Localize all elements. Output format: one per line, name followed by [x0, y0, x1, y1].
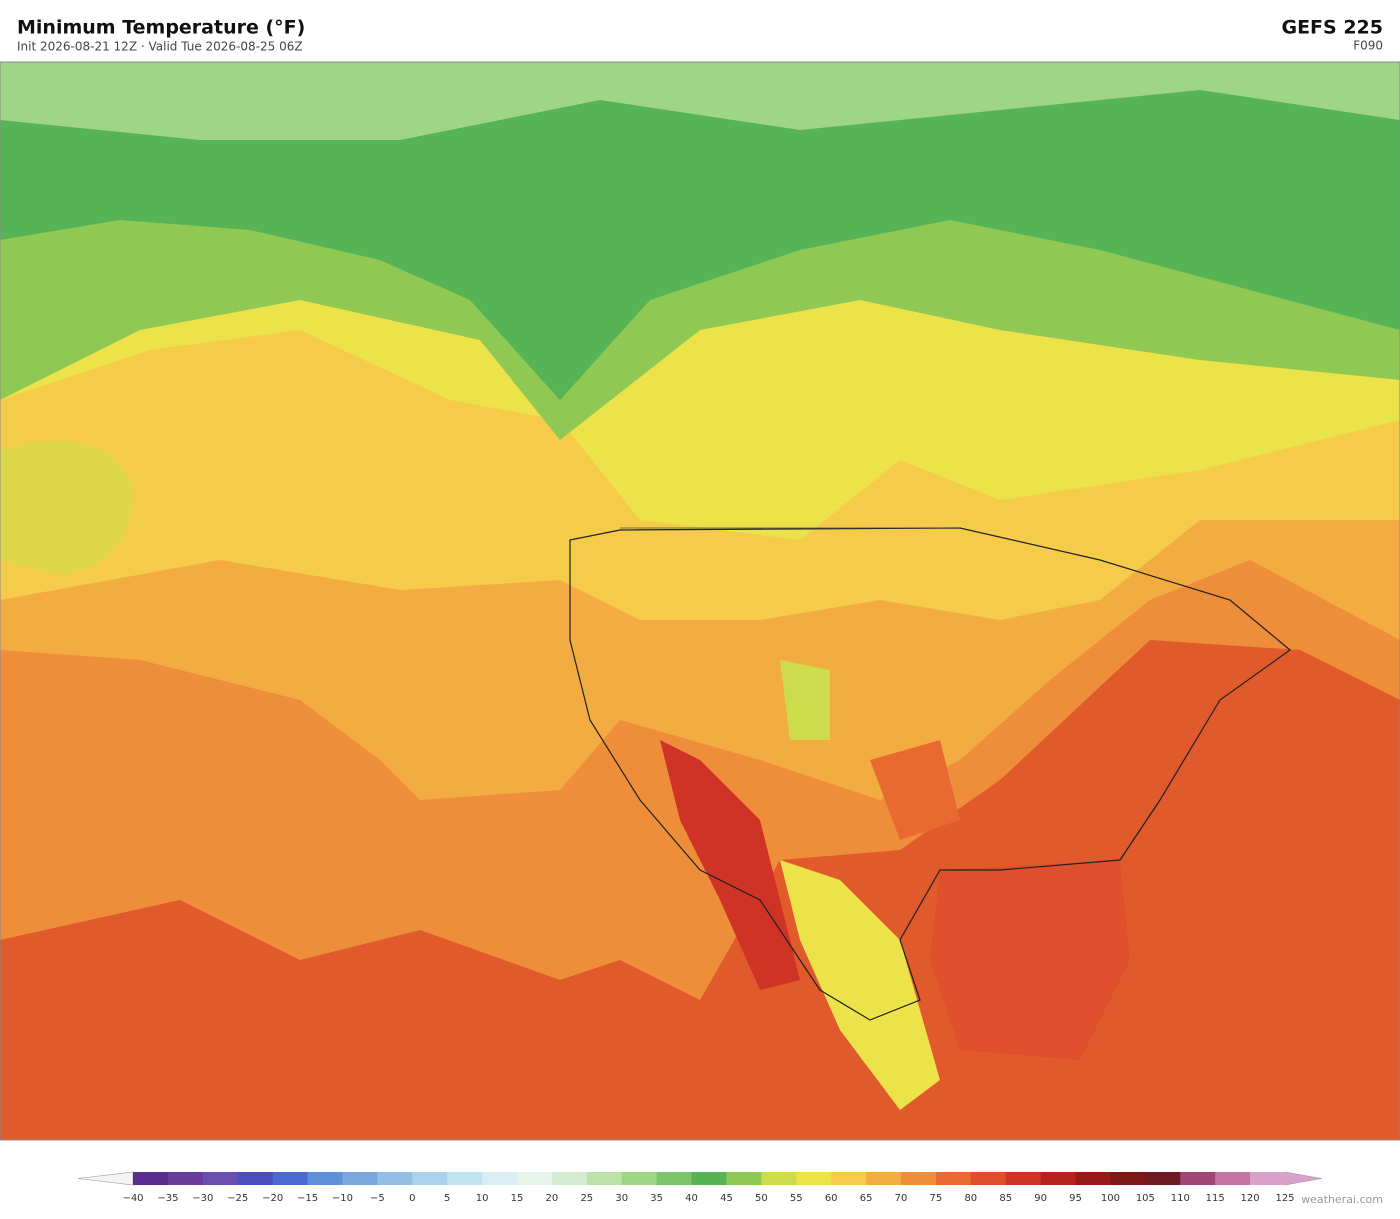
colorbar-tick-label: 90 [1034, 1193, 1047, 1204]
colorbar-tick-label: 100 [1101, 1193, 1120, 1204]
map [0, 61, 1400, 1141]
colorbar-bin [1005, 1172, 1042, 1185]
colorbar-bin [761, 1172, 797, 1185]
colorbar: −40 −35 −30 −25 −20 −15 −10 −5 0 5 10 15 20 25 30 35 40 4… [77, 1171, 1323, 1204]
colorbar-under [77, 1171, 134, 1186]
colorbar-tick-label: 125 [1275, 1193, 1294, 1204]
colorbar-tick-label: 115 [1206, 1193, 1225, 1204]
colorbar-tick-label: 35 [650, 1193, 663, 1204]
colorbar-over [1284, 1171, 1323, 1186]
colorbar-tick-label: 15 [511, 1193, 524, 1204]
colorbar-tick-label: −15 [297, 1193, 318, 1204]
credit: weatherai.com [1301, 1193, 1383, 1206]
colorbar-tick-label: 0 [409, 1193, 415, 1204]
colorbar-bin [1250, 1172, 1286, 1185]
colorbar-bin [621, 1172, 658, 1185]
colorbar-bin [272, 1172, 309, 1185]
colorbar-bin [202, 1172, 239, 1185]
colorbar-bin [307, 1172, 343, 1185]
colorbar-bin [831, 1172, 867, 1185]
colorbar-bin [656, 1172, 693, 1185]
colorbar-tick-label: 30 [615, 1193, 628, 1204]
colorbar-tick-label: 70 [895, 1193, 908, 1204]
forecast-hour: F090 [1353, 39, 1383, 53]
model: GEFS 225 [1281, 17, 1383, 39]
colorbar-tick-label: 5 [444, 1193, 450, 1204]
colorbar-tick-label: 45 [720, 1193, 733, 1204]
colorbar-bin [1180, 1172, 1216, 1185]
colorbar-tick-label: −5 [370, 1193, 385, 1204]
colorbar-tick-label: 105 [1136, 1193, 1155, 1204]
colorbar-bin [1075, 1172, 1111, 1185]
colorbar-bin [1215, 1172, 1251, 1185]
colorbar-bin [970, 1172, 1007, 1185]
colorbar-bin [1145, 1172, 1181, 1185]
colorbar-bin [726, 1172, 762, 1185]
colorbar-bin [517, 1172, 553, 1185]
colorbar-tick-label: −20 [262, 1193, 283, 1204]
colorbar-tick-label: 20 [546, 1193, 559, 1204]
colorbar-tick-label: 40 [685, 1193, 698, 1204]
colorbar-tick-label: −25 [227, 1193, 248, 1204]
colorbar-tick-label: 55 [790, 1193, 803, 1204]
colorbar-tick-label: 95 [1069, 1193, 1082, 1204]
colorbar-tick-label: 85 [999, 1193, 1012, 1204]
colorbar-bin [691, 1172, 727, 1185]
colorbar-bin [133, 1172, 169, 1185]
colorbar-bin [482, 1172, 518, 1185]
colorbar-bin [237, 1172, 274, 1185]
colorbar-tick-label: −10 [332, 1193, 353, 1204]
colorbar-tick-label: −35 [157, 1193, 178, 1204]
colorbar-bin [412, 1172, 448, 1185]
colorbar-tick-label: 110 [1171, 1193, 1190, 1204]
colorbar-bin [796, 1172, 832, 1185]
colorbar-tick-label: 50 [755, 1193, 768, 1204]
colorbar-tick-label: −40 [122, 1193, 143, 1204]
colorbar-tick-label: −30 [192, 1193, 213, 1204]
colorbar-bin [935, 1172, 972, 1185]
colorbar-bin [901, 1172, 937, 1185]
colorbar-bin [342, 1172, 378, 1185]
colorbar-bin [866, 1172, 902, 1185]
colorbar-tick-label: 120 [1241, 1193, 1260, 1204]
colorbar-tick-label: 75 [930, 1193, 943, 1204]
colorbar-tick-label: 10 [476, 1193, 489, 1204]
colorbar-bin [586, 1172, 623, 1185]
colorbar-bin [551, 1172, 588, 1185]
colorbar-tick-label: 25 [580, 1193, 593, 1204]
subtitle: Init 2026-08-21 12Z · Valid Tue 2026-08-… [17, 40, 303, 54]
colorbar-bin [167, 1172, 204, 1185]
colorbar-bin [1110, 1172, 1146, 1185]
colorbar-tick-label: 80 [964, 1193, 977, 1204]
title: Minimum Temperature (°F) [17, 17, 305, 39]
colorbar-bin [447, 1172, 483, 1185]
colorbar-tick-label: 65 [860, 1193, 873, 1204]
colorbar-bin [377, 1172, 413, 1185]
colorbar-bin [1040, 1172, 1077, 1185]
colorbar-tick-label: 60 [825, 1193, 838, 1204]
